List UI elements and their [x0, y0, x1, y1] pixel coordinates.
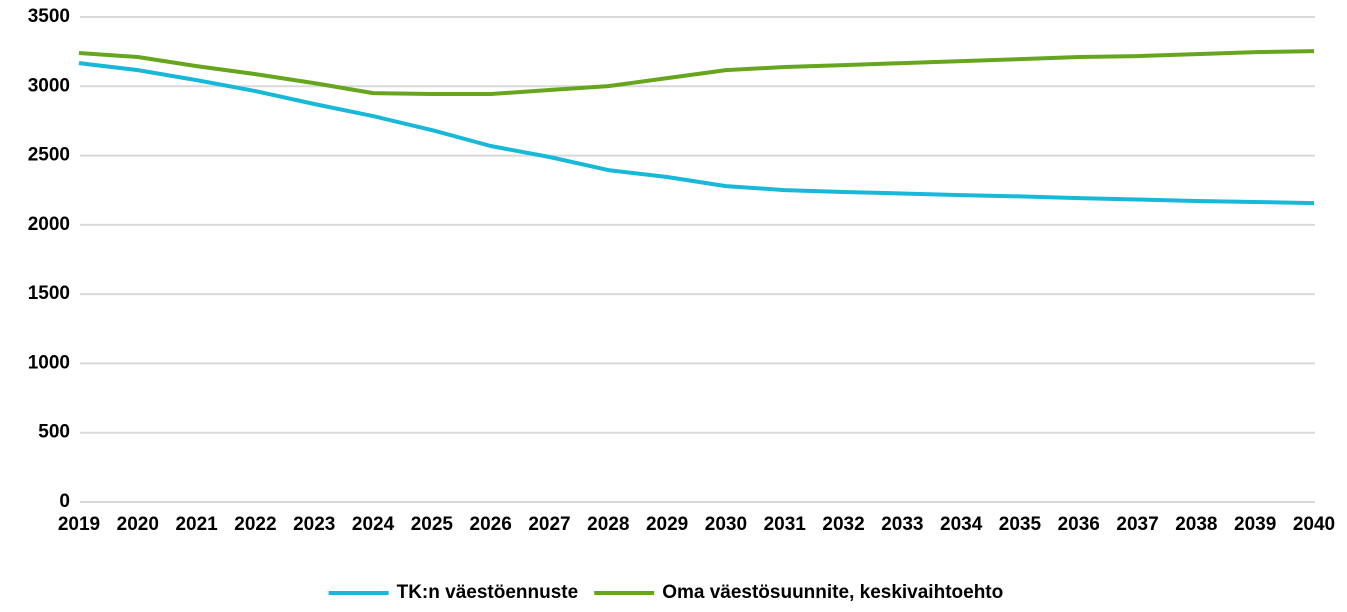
x-tick-label: 2026: [470, 514, 512, 535]
legend-label: TK:n väestöennuste: [397, 582, 579, 603]
x-tick-label: 2030: [705, 514, 747, 535]
x-tick-label: 2038: [1175, 514, 1217, 535]
x-tick-label: 2024: [352, 514, 395, 535]
x-tick-label: 2027: [528, 514, 570, 535]
x-tick-label: 2031: [764, 514, 807, 535]
x-tick-label: 2020: [117, 514, 159, 535]
x-tick-label: 2028: [587, 514, 629, 535]
x-tick-label: 2023: [293, 514, 335, 535]
y-tick-label: 1500: [28, 283, 70, 304]
x-tick-label: 2025: [411, 514, 454, 535]
x-tick-label: 2019: [58, 514, 100, 535]
x-tick-label: 2032: [822, 514, 864, 535]
x-tick-label: 2021: [175, 514, 218, 535]
y-tick-label: 0: [59, 491, 70, 512]
x-tick-label: 2039: [1234, 514, 1276, 535]
x-tick-label: 2022: [234, 514, 276, 535]
x-tick-label: 2034: [940, 514, 983, 535]
legend-label: Oma väestösuunnite, keskivaihtoehto: [662, 582, 1003, 603]
x-tick-label: 2037: [1116, 514, 1158, 535]
x-tick-label: 2035: [999, 514, 1042, 535]
x-tick-label: 2040: [1293, 514, 1335, 535]
y-tick-label: 500: [38, 422, 70, 443]
series-line: [78, 49, 1315, 96]
x-tick-label: 2029: [646, 514, 688, 535]
series-line: [78, 61, 1315, 206]
y-tick-label: 2500: [28, 145, 70, 166]
y-tick-label: 3000: [28, 75, 70, 96]
y-tick-label: 2000: [28, 214, 70, 235]
y-tick-label: 1000: [28, 352, 70, 373]
y-tick-label: 3500: [28, 6, 70, 27]
x-tick-label: 2033: [881, 514, 923, 535]
x-tick-label: 2036: [1058, 514, 1100, 535]
